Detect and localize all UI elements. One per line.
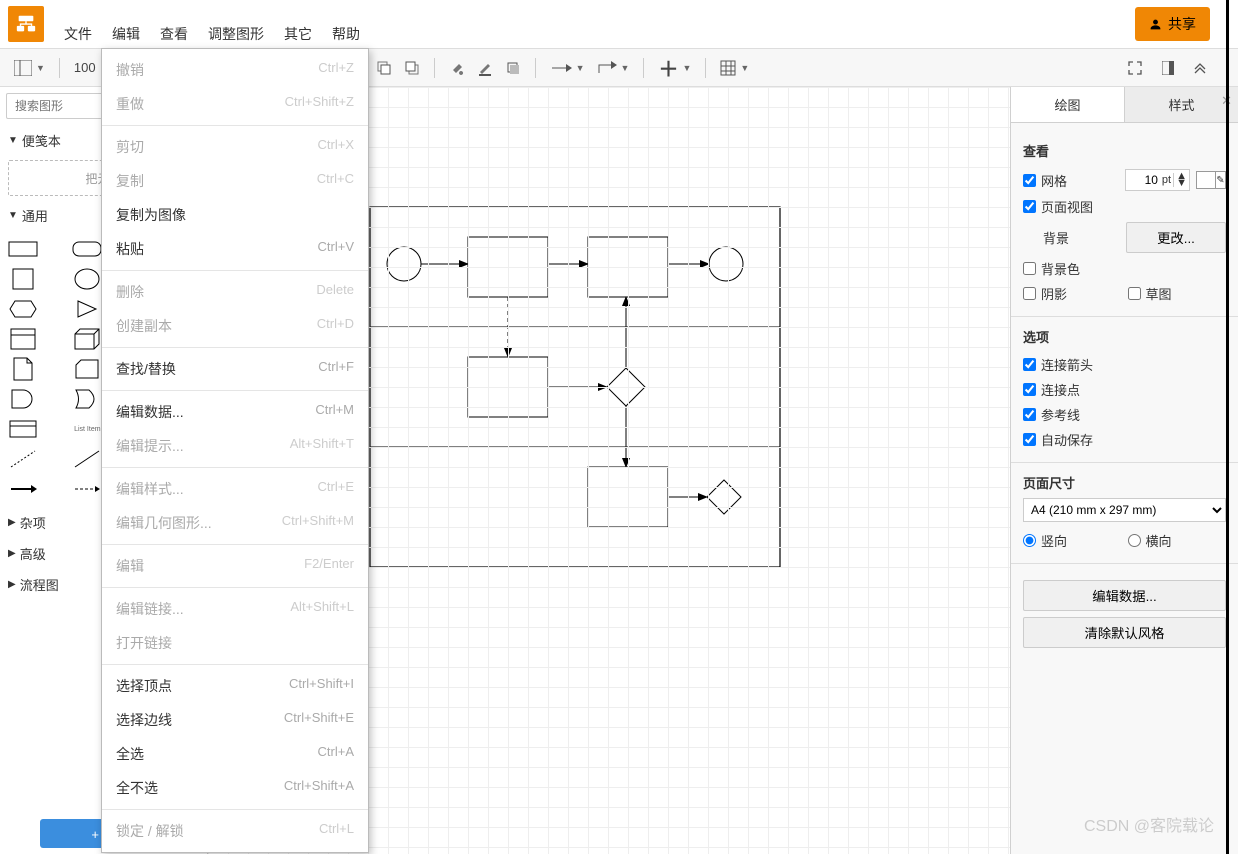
menu-item: 删除Delete <box>102 275 368 309</box>
view-mode-icon[interactable]: ▼ <box>8 56 51 80</box>
menu-item[interactable]: 全不选Ctrl+Shift+A <box>102 771 368 805</box>
right-sidebar: 绘图 样式 ✕ 查看 网格 pt▲▼ ✎ 页面视图 背景 更改... 背景色 阴… <box>1010 87 1238 854</box>
share-button[interactable]: 共享 <box>1135 7 1210 41</box>
menu-file[interactable]: 文件 <box>64 24 92 44</box>
shape-and[interactable] <box>8 387 38 411</box>
menu-item: 重做Ctrl+Shift+Z <box>102 87 368 121</box>
right-border <box>1226 0 1229 854</box>
line-color-icon[interactable] <box>471 56 499 80</box>
user-icon <box>1149 18 1162 31</box>
grid-checkbox[interactable]: 网格 <box>1023 171 1119 190</box>
menu-item: 编辑样式...Ctrl+E <box>102 472 368 506</box>
shape-or[interactable] <box>72 387 102 411</box>
share-label: 共享 <box>1168 14 1196 34</box>
pageview-checkbox[interactable]: 页面视图 <box>1023 197 1226 216</box>
fill-color-icon[interactable] <box>443 56 471 80</box>
portrait-radio[interactable]: 竖向 <box>1023 531 1122 550</box>
menu-edit[interactable]: 编辑 <box>112 24 140 44</box>
shape-card[interactable] <box>72 357 102 381</box>
menu-view[interactable]: 查看 <box>160 24 188 44</box>
tab-diagram[interactable]: 绘图 <box>1011 87 1125 122</box>
shape-note[interactable] <box>8 357 38 381</box>
menubar: 文件 编辑 查看 调整图形 其它 帮助 <box>64 24 360 44</box>
shape-dashline[interactable] <box>8 447 38 471</box>
options-section-header: 选项 <box>1023 327 1226 346</box>
shape-arrow1[interactable] <box>8 477 38 501</box>
menu-item: 创建副本Ctrl+D <box>102 309 368 343</box>
zoom-input[interactable]: 100 <box>68 56 102 79</box>
menu-extras[interactable]: 其它 <box>284 24 312 44</box>
autosave-checkbox[interactable]: 自动保存 <box>1023 430 1226 449</box>
grid-size-input[interactable]: pt▲▼ <box>1125 169 1190 191</box>
shape-tri[interactable] <box>72 297 102 321</box>
waypoints-icon[interactable]: ▼ <box>591 57 636 79</box>
view-section-header: 查看 <box>1023 141 1226 160</box>
landscape-radio[interactable]: 横向 <box>1128 531 1227 550</box>
menu-item[interactable]: 全选Ctrl+A <box>102 737 368 771</box>
menu-help[interactable]: 帮助 <box>332 24 360 44</box>
collapse-icon[interactable] <box>1188 57 1212 79</box>
grid-color-swatch[interactable]: ✎ <box>1196 171 1226 189</box>
shape-rect[interactable] <box>8 237 38 261</box>
format-icon[interactable] <box>1156 57 1180 79</box>
insert-icon[interactable]: ＋▼ <box>652 49 697 86</box>
table-icon[interactable]: ▼ <box>714 56 755 80</box>
shape-ellipse[interactable] <box>72 267 102 291</box>
shape-list[interactable] <box>8 417 38 441</box>
menu-item[interactable]: 复制为图像 <box>102 198 368 232</box>
menu-item: 打开链接 <box>102 626 368 660</box>
shadow-icon[interactable] <box>499 56 527 80</box>
connarrows-checkbox[interactable]: 连接箭头 <box>1023 355 1226 374</box>
to-back-icon[interactable] <box>398 56 426 80</box>
menu-item: 编辑链接...Alt+Shift+L <box>102 592 368 626</box>
menu-format[interactable]: 调整图形 <box>208 24 264 44</box>
shape-cube[interactable] <box>72 327 102 351</box>
change-bg-button[interactable]: 更改... <box>1126 222 1226 253</box>
menu-item: 编辑提示...Alt+Shift+T <box>102 429 368 463</box>
clear-style-button[interactable]: 清除默认风格 <box>1023 617 1226 648</box>
shape-arrow2[interactable] <box>72 477 102 501</box>
menu-item: 复制Ctrl+C <box>102 164 368 198</box>
bgcolor-checkbox[interactable]: 背景色 <box>1023 259 1226 278</box>
menu-item[interactable]: 选择顶点Ctrl+Shift+I <box>102 669 368 703</box>
menu-item: 剪切Ctrl+X <box>102 130 368 164</box>
edit-menu-popup: 撤销Ctrl+Z重做Ctrl+Shift+Z 剪切Ctrl+X复制Ctrl+C复制… <box>101 48 369 853</box>
shape-titlebox[interactable] <box>8 327 38 351</box>
menu-item: 编辑F2/Enter <box>102 549 368 583</box>
edit-data-button[interactable]: 编辑数据... <box>1023 580 1226 611</box>
menu-item[interactable]: 查找/替换Ctrl+F <box>102 352 368 386</box>
shape-line1[interactable] <box>72 447 102 471</box>
pagesize-select[interactable]: A4 (210 mm x 297 mm) <box>1023 498 1226 522</box>
guides-checkbox[interactable]: 参考线 <box>1023 405 1226 424</box>
to-front-icon[interactable] <box>370 56 398 80</box>
shape-roundrect[interactable] <box>72 237 102 261</box>
menu-item[interactable]: 粘贴Ctrl+V <box>102 232 368 266</box>
title-bar: 文件 编辑 查看 调整图形 其它 帮助 共享 <box>0 0 1238 48</box>
app-logo[interactable] <box>8 6 44 42</box>
menu-item: 编辑几何图形...Ctrl+Shift+M <box>102 506 368 540</box>
shadow-checkbox[interactable]: 阴影 <box>1023 284 1122 303</box>
shape-square[interactable] <box>8 267 38 291</box>
connpoints-checkbox[interactable]: 连接点 <box>1023 380 1226 399</box>
menu-item[interactable]: 编辑数据...Ctrl+M <box>102 395 368 429</box>
shape-listitem[interactable]: List Item <box>72 417 102 441</box>
connection-icon[interactable]: ▼ <box>544 58 591 78</box>
pagesize-section-header: 页面尺寸 <box>1023 473 1226 492</box>
shape-hex[interactable] <box>8 297 38 321</box>
fullscreen-icon[interactable] <box>1122 57 1148 79</box>
menu-item: 锁定 / 解锁Ctrl+L <box>102 814 368 848</box>
background-label: 背景 <box>1043 228 1069 247</box>
menu-item[interactable]: 选择边线Ctrl+Shift+E <box>102 703 368 737</box>
sketch-checkbox[interactable]: 草图 <box>1128 284 1227 303</box>
menu-item: 撤销Ctrl+Z <box>102 53 368 87</box>
